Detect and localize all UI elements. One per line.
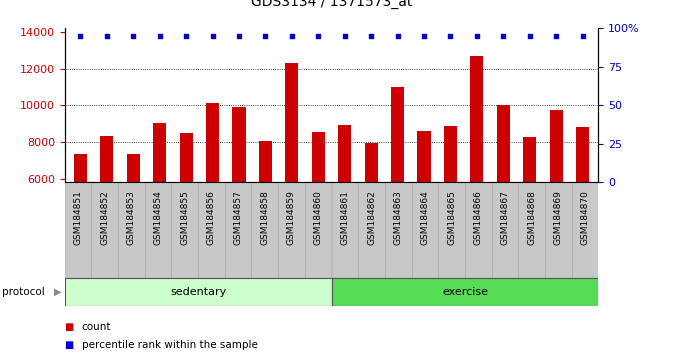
- Bar: [438, 182, 465, 278]
- Text: GSM184859: GSM184859: [287, 190, 296, 245]
- Point: [339, 33, 350, 39]
- Point: [419, 33, 430, 39]
- Text: GSM184855: GSM184855: [180, 190, 189, 245]
- Point: [101, 33, 112, 39]
- Point: [471, 33, 482, 39]
- Text: ▶: ▶: [54, 287, 62, 297]
- Bar: [572, 182, 598, 278]
- Point: [577, 33, 588, 39]
- Bar: [545, 182, 572, 278]
- Bar: [198, 182, 224, 278]
- Bar: [576, 127, 589, 289]
- Point: [498, 33, 509, 39]
- Bar: [180, 133, 192, 289]
- Point: [207, 33, 218, 39]
- Text: GSM184856: GSM184856: [207, 190, 216, 245]
- Text: GSM184867: GSM184867: [500, 190, 509, 245]
- Bar: [224, 182, 252, 278]
- Point: [128, 33, 139, 39]
- Text: GSM184852: GSM184852: [100, 190, 109, 245]
- Bar: [549, 110, 563, 289]
- Bar: [74, 154, 87, 289]
- Text: GSM184865: GSM184865: [447, 190, 456, 245]
- Bar: [233, 107, 245, 289]
- Text: GSM184854: GSM184854: [154, 190, 163, 245]
- Text: sedentary: sedentary: [170, 287, 226, 297]
- Bar: [418, 131, 430, 289]
- Text: GSM184853: GSM184853: [127, 190, 136, 245]
- Bar: [496, 105, 510, 289]
- Point: [233, 33, 244, 39]
- Text: GSM184858: GSM184858: [260, 190, 269, 245]
- Bar: [252, 182, 278, 278]
- Point: [286, 33, 297, 39]
- Bar: [465, 182, 492, 278]
- Text: exercise: exercise: [442, 287, 488, 297]
- Bar: [332, 278, 598, 306]
- Point: [551, 33, 562, 39]
- Text: GSM184860: GSM184860: [313, 190, 322, 245]
- Text: ■: ■: [65, 322, 74, 332]
- Bar: [259, 141, 272, 289]
- Bar: [358, 182, 385, 278]
- Bar: [171, 182, 198, 278]
- Text: percentile rank within the sample: percentile rank within the sample: [82, 340, 258, 350]
- Bar: [285, 63, 299, 289]
- Text: GSM184863: GSM184863: [394, 190, 403, 245]
- Point: [75, 33, 86, 39]
- Bar: [411, 182, 438, 278]
- Bar: [65, 278, 332, 306]
- Bar: [91, 182, 118, 278]
- Point: [154, 33, 165, 39]
- Bar: [278, 182, 305, 278]
- Text: GSM184870: GSM184870: [581, 190, 590, 245]
- Bar: [305, 182, 331, 278]
- Bar: [153, 123, 167, 289]
- Bar: [492, 182, 518, 278]
- Text: protocol: protocol: [2, 287, 45, 297]
- Bar: [471, 56, 483, 289]
- Bar: [523, 137, 537, 289]
- Point: [260, 33, 271, 39]
- Text: count: count: [82, 322, 111, 332]
- Point: [392, 33, 403, 39]
- Bar: [65, 182, 91, 278]
- Bar: [145, 182, 171, 278]
- Text: GSM184868: GSM184868: [527, 190, 536, 245]
- Text: GSM184869: GSM184869: [554, 190, 563, 245]
- Bar: [332, 182, 358, 278]
- Bar: [518, 182, 545, 278]
- Text: GSM184861: GSM184861: [341, 190, 350, 245]
- Bar: [311, 132, 325, 289]
- Bar: [206, 103, 219, 289]
- Point: [524, 33, 535, 39]
- Bar: [385, 182, 411, 278]
- Text: GSM184851: GSM184851: [73, 190, 82, 245]
- Text: GSM184864: GSM184864: [420, 190, 429, 245]
- Bar: [338, 125, 352, 289]
- Text: GSM184857: GSM184857: [234, 190, 243, 245]
- Text: ■: ■: [65, 340, 74, 350]
- Bar: [391, 87, 404, 289]
- Bar: [126, 154, 140, 289]
- Point: [313, 33, 324, 39]
- Point: [181, 33, 192, 39]
- Point: [366, 33, 377, 39]
- Bar: [118, 182, 145, 278]
- Bar: [444, 126, 457, 289]
- Bar: [100, 136, 114, 289]
- Text: GSM184862: GSM184862: [367, 190, 376, 245]
- Text: GSM184866: GSM184866: [474, 190, 483, 245]
- Bar: [364, 143, 378, 289]
- Point: [445, 33, 456, 39]
- Text: GDS3134 / 1371573_at: GDS3134 / 1371573_at: [251, 0, 412, 9]
